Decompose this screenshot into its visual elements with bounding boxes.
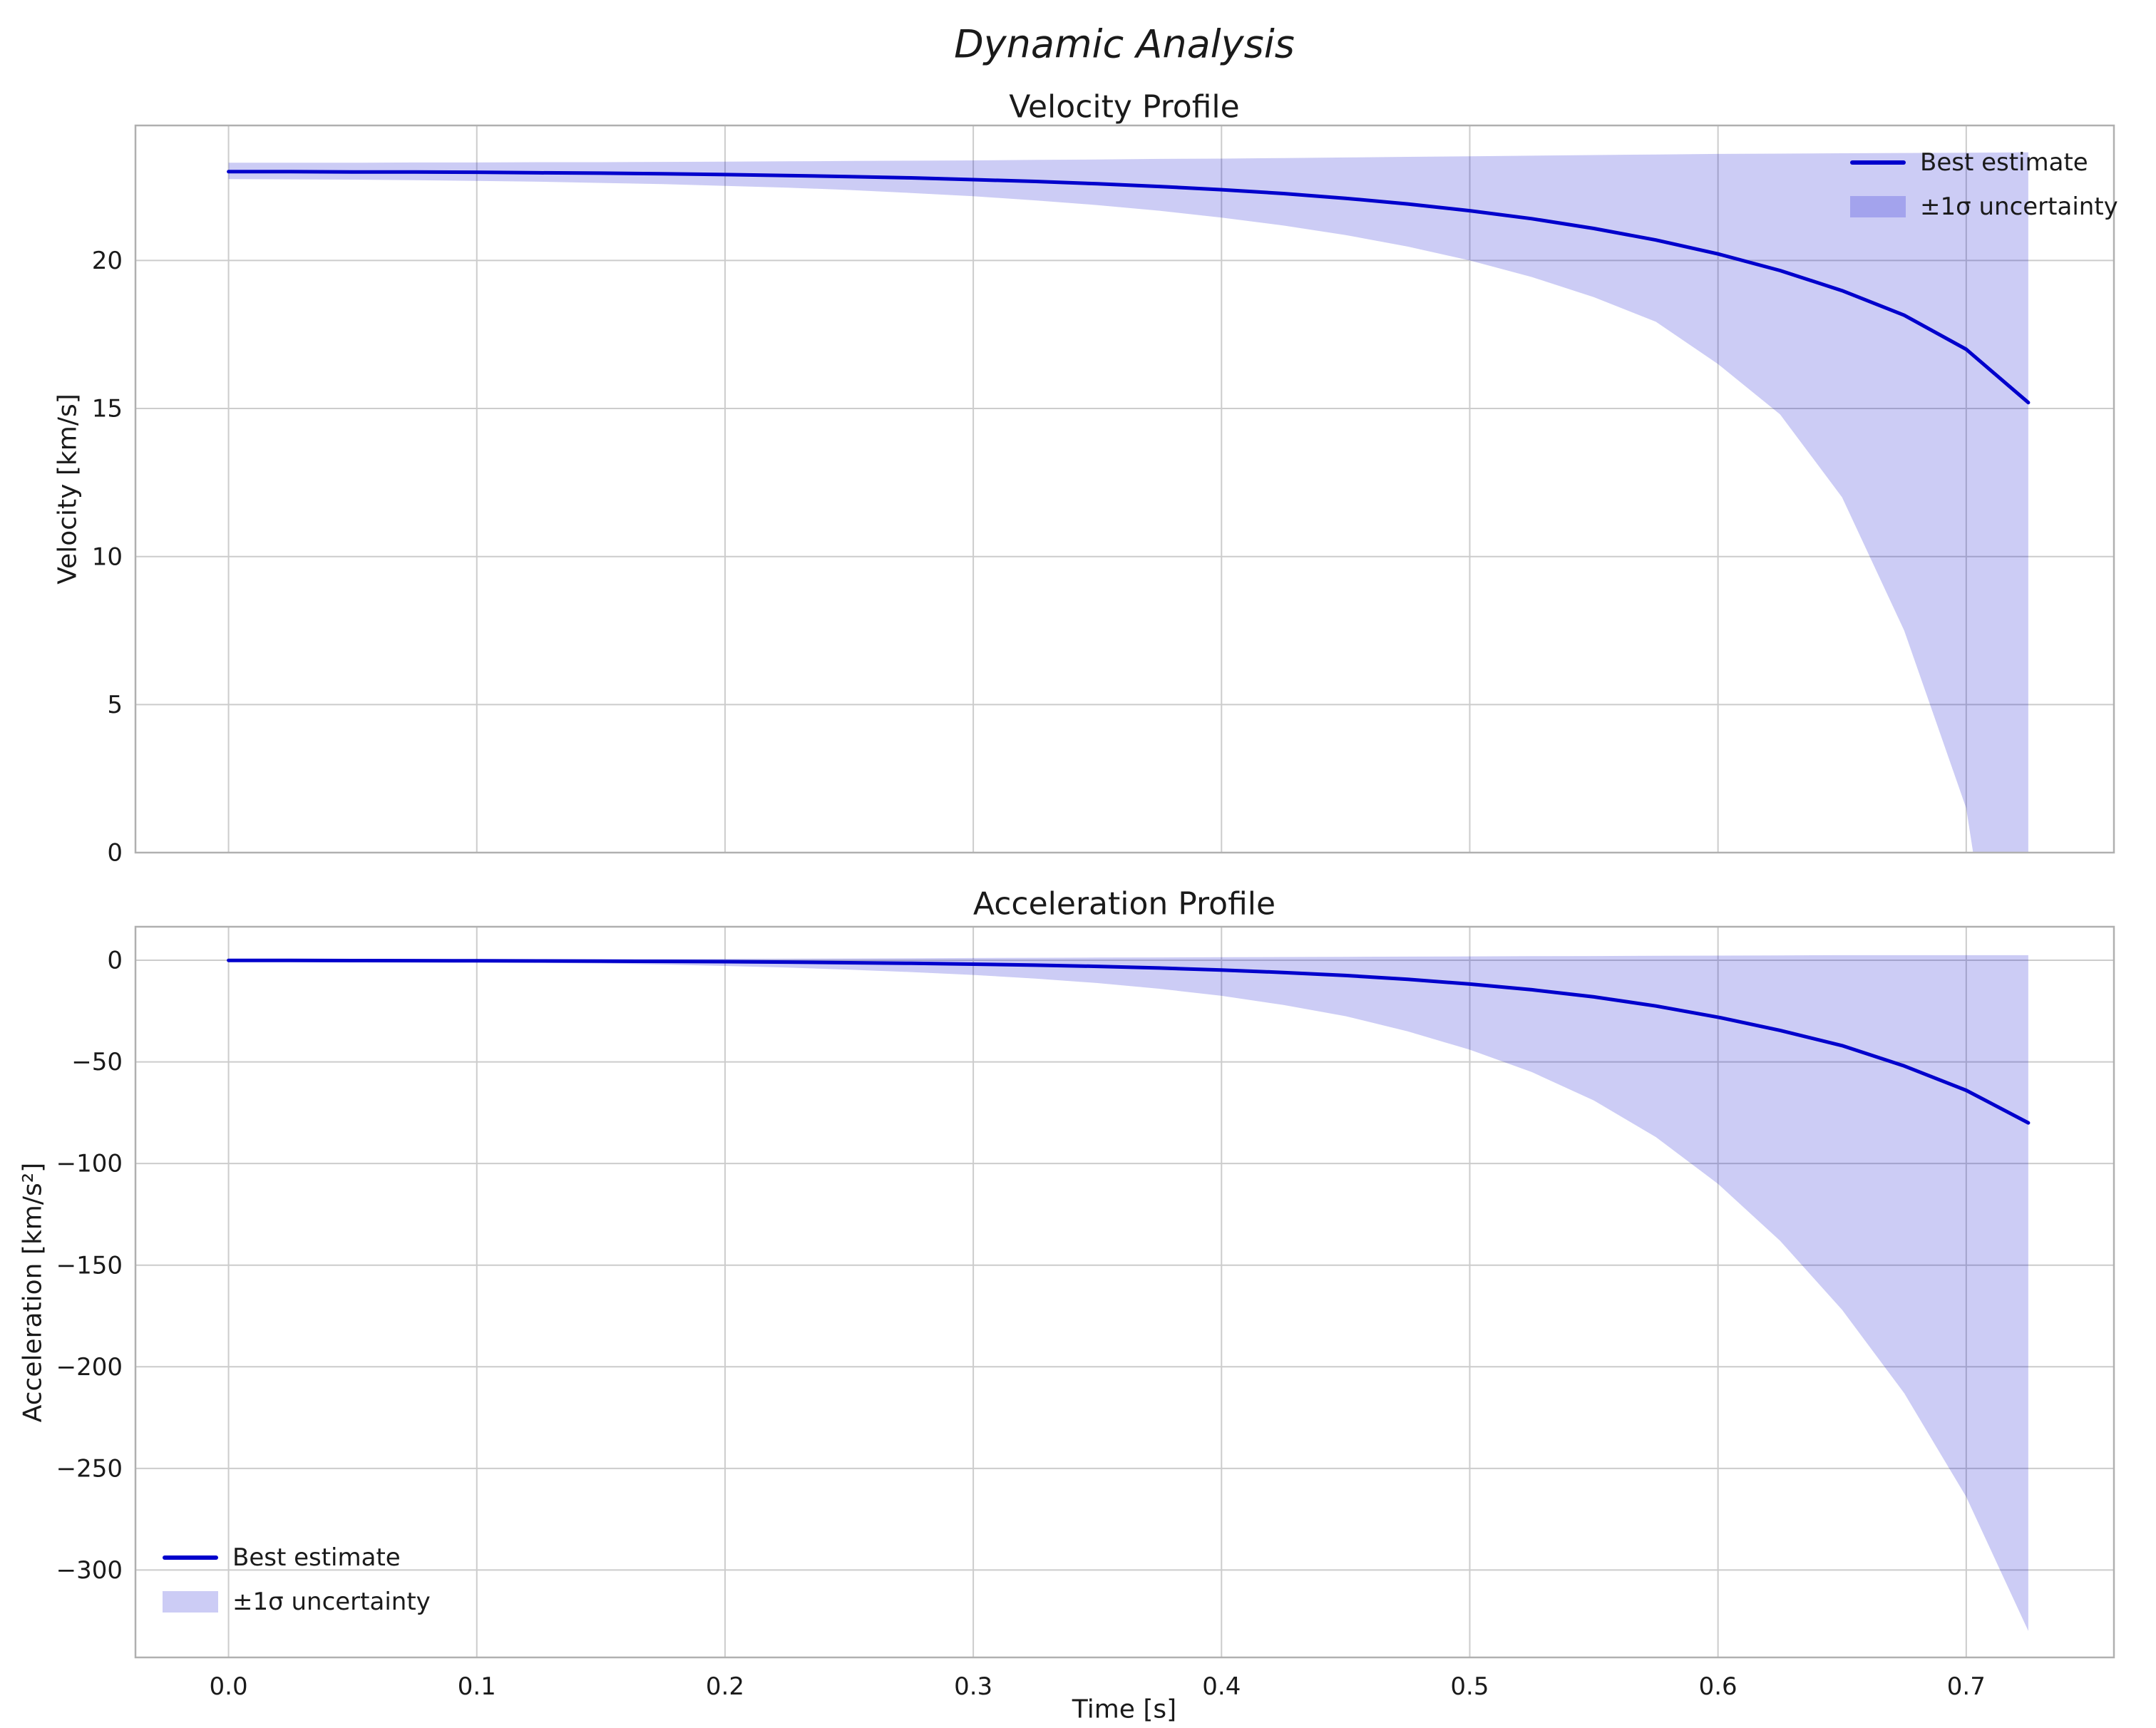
svg-text:0.2: 0.2	[706, 1672, 744, 1701]
svg-text:−100: −100	[56, 1150, 123, 1178]
legend-label: ±1σ uncertainty	[1920, 192, 2118, 221]
uncertainty-band-swatch	[163, 1591, 218, 1613]
acceleration-legend: Best estimate ±1σ uncertainty	[163, 1541, 431, 1618]
svg-text:−200: −200	[56, 1353, 123, 1382]
uncertainty-band	[228, 955, 2028, 1631]
legend-label: Best estimate	[1920, 148, 2088, 177]
best-estimate-line-swatch	[163, 1555, 218, 1560]
velocity-subplot: 0 5 10 15 20	[92, 124, 2115, 868]
svg-text:0.7: 0.7	[1947, 1672, 1986, 1701]
uncertainty-band	[228, 152, 2028, 853]
best-estimate-line	[227, 958, 2031, 1125]
acceleration-y-axis-label: Acceleration [km/s²]	[18, 1162, 48, 1423]
svg-text:15: 15	[92, 395, 123, 423]
gridlines	[135, 927, 2114, 1657]
svg-text:−300: −300	[56, 1556, 123, 1585]
axes-frame	[134, 124, 2115, 854]
velocity-plot-title: Velocity Profile	[1009, 88, 1240, 125]
best-estimate-line	[227, 170, 2031, 405]
svg-text:0: 0	[107, 839, 123, 868]
best-estimate-line-swatch	[1850, 160, 1906, 165]
legend-entry-uncertainty: ±1σ uncertainty	[163, 1585, 431, 1618]
y-tick-labels: 0 −50 −100 −150 −200 −250 −300	[56, 947, 123, 1585]
y-tick-labels: 0 5 10 15 20	[92, 247, 123, 868]
velocity-legend: Best estimate ±1σ uncertainty	[1850, 146, 2118, 223]
legend-label: Best estimate	[232, 1543, 401, 1572]
x-tick-labels: 0.0 0.1 0.2 0.3 0.4 0.5 0.6 0.7	[210, 1672, 1986, 1701]
svg-text:5: 5	[107, 691, 123, 719]
legend-label: ±1σ uncertainty	[232, 1588, 431, 1616]
acceleration-plot-title: Acceleration Profile	[972, 885, 1276, 922]
svg-text:−50: −50	[71, 1048, 123, 1076]
svg-text:0.5: 0.5	[1450, 1672, 1489, 1701]
svg-text:0.4: 0.4	[1202, 1672, 1241, 1701]
svg-text:0.6: 0.6	[1699, 1672, 1737, 1701]
svg-text:0: 0	[107, 947, 123, 975]
svg-text:0.1: 0.1	[458, 1672, 496, 1701]
legend-entry-uncertainty: ±1σ uncertainty	[1850, 190, 2118, 223]
legend-entry-best-estimate: Best estimate	[163, 1541, 431, 1574]
uncertainty-band-swatch	[1850, 196, 1906, 217]
legend-entry-best-estimate: Best estimate	[1850, 146, 2118, 179]
x-axis-label: Time [s]	[1072, 1694, 1177, 1724]
svg-text:20: 20	[92, 247, 123, 275]
svg-text:0.3: 0.3	[954, 1672, 992, 1701]
figure-suptitle: Dynamic Analysis	[954, 21, 1295, 67]
svg-text:10: 10	[92, 542, 123, 571]
axes-frame	[134, 925, 2115, 1659]
svg-text:−150: −150	[56, 1251, 123, 1280]
svg-text:−250: −250	[56, 1454, 123, 1483]
svg-text:0.0: 0.0	[210, 1672, 248, 1701]
velocity-y-axis-label: Velocity [km/s]	[53, 394, 83, 585]
